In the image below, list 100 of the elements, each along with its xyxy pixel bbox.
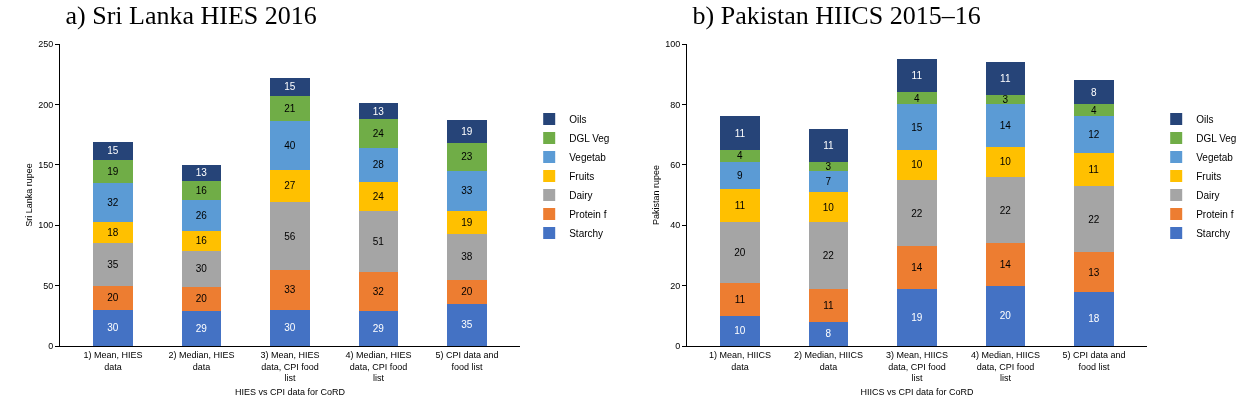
data-label: 21 <box>284 103 296 115</box>
legend-label: Protein f <box>1196 208 1234 220</box>
bar <box>1074 152 1114 186</box>
bar <box>1074 104 1114 117</box>
data-label: 22 <box>1088 213 1100 225</box>
bar <box>358 181 399 211</box>
bar <box>808 321 849 346</box>
x-tick-label: 4) Median, HIES data, CPI food list <box>345 349 412 384</box>
bar <box>93 285 133 310</box>
data-label: 16 <box>195 235 208 247</box>
y-tick-label: 0 <box>675 341 681 352</box>
legend-label: Dairy <box>1196 189 1220 201</box>
y-axis-title: Pakistan rupee <box>651 164 661 226</box>
y-tick-label: 0 <box>48 341 54 352</box>
data-label: 20 <box>461 286 473 298</box>
bar <box>897 179 937 247</box>
legend-label: Protein f <box>569 208 607 220</box>
bar <box>358 310 399 346</box>
x-tick-label: 2) Median, HIICS data <box>794 349 864 372</box>
bar <box>897 246 937 289</box>
bar <box>1074 80 1114 105</box>
x-tick-label: 1) Mean, HIICS data <box>709 349 772 372</box>
data-label: 38 <box>461 251 473 263</box>
bar <box>1074 116 1114 153</box>
legend-label: Dairy <box>569 189 593 201</box>
data-label: 3 <box>1002 94 1009 106</box>
y-axis-title: Sri Lanka rupee <box>24 163 34 227</box>
data-label: 10 <box>911 159 923 171</box>
y-tick-label: 250 <box>38 39 54 50</box>
data-label: 19 <box>911 311 923 323</box>
bar <box>93 159 133 183</box>
data-label: 51 <box>372 236 385 248</box>
data-label: 15 <box>107 145 119 157</box>
data-label: 35 <box>461 319 473 331</box>
bar <box>270 169 310 203</box>
x-axis-title: HIICS vs CPI data for CoRD <box>860 387 975 397</box>
bar <box>985 243 1026 286</box>
bar <box>358 272 399 311</box>
data-label: 18 <box>107 226 119 238</box>
data-label: 23 <box>461 151 473 163</box>
data-label: 7 <box>825 175 832 187</box>
data-label: 22 <box>911 207 923 219</box>
y-tick-label: 40 <box>670 220 681 231</box>
data-label: 28 <box>372 159 385 171</box>
legend-label: Fruits <box>1196 170 1222 182</box>
legend-label: Oils <box>569 113 587 125</box>
y-tick-label: 50 <box>43 280 54 291</box>
bar <box>1074 252 1114 292</box>
bar <box>808 288 849 322</box>
data-label: 13 <box>372 105 385 117</box>
bar <box>1074 291 1114 346</box>
x-tick-label: 5) CPI data and food list <box>1062 349 1126 372</box>
data-label: 20 <box>107 292 119 304</box>
data-label: 19 <box>461 216 473 228</box>
bar <box>808 222 849 289</box>
bar <box>897 59 937 93</box>
bar <box>720 149 760 162</box>
bar <box>720 222 760 283</box>
y-tick-label: 80 <box>670 99 681 110</box>
data-label: 10 <box>822 201 835 213</box>
data-label: 3 <box>825 160 832 172</box>
data-label: 4 <box>1090 104 1097 116</box>
bar <box>181 310 222 346</box>
bar <box>358 103 399 119</box>
x-tick-label: 1) Mean, HIES data <box>83 349 143 372</box>
data-label: 11 <box>911 70 923 82</box>
data-label: 27 <box>284 180 296 192</box>
x-axis-title: HIES vs CPI data for CoRD <box>234 387 346 397</box>
chart-title: b) Pakistan HIICS 2015–16 <box>692 1 981 31</box>
data-label: 20 <box>734 246 746 258</box>
bar <box>93 182 133 222</box>
data-label: 14 <box>911 261 923 273</box>
data-label: 16 <box>195 184 208 196</box>
bar <box>897 149 937 180</box>
data-label: 14 <box>999 120 1012 132</box>
data-label: 29 <box>372 322 385 334</box>
bar <box>808 170 849 192</box>
x-tick-label: 2) Median, HIES data <box>168 349 235 372</box>
bar <box>985 176 1026 244</box>
bar <box>447 233 487 280</box>
data-label: 33 <box>461 185 473 197</box>
bar <box>720 116 760 150</box>
bar <box>808 128 849 162</box>
x-tick-label: 4) Median, HIICS data, CPI food list <box>970 349 1040 384</box>
data-label: 40 <box>284 139 296 151</box>
bar <box>985 62 1026 96</box>
data-label: 19 <box>107 165 119 177</box>
bar <box>985 104 1026 147</box>
bar <box>181 164 222 181</box>
legend-label: Oils <box>1196 113 1214 125</box>
data-label: 11 <box>734 127 746 139</box>
data-label: 8 <box>1090 86 1097 98</box>
bar <box>358 118 399 148</box>
bar <box>897 92 937 105</box>
data-label: 11 <box>823 299 834 311</box>
data-label: 12 <box>1088 129 1100 141</box>
bar <box>447 170 487 211</box>
data-label: 11 <box>734 293 746 305</box>
bar <box>985 285 1026 346</box>
bar <box>181 199 222 232</box>
